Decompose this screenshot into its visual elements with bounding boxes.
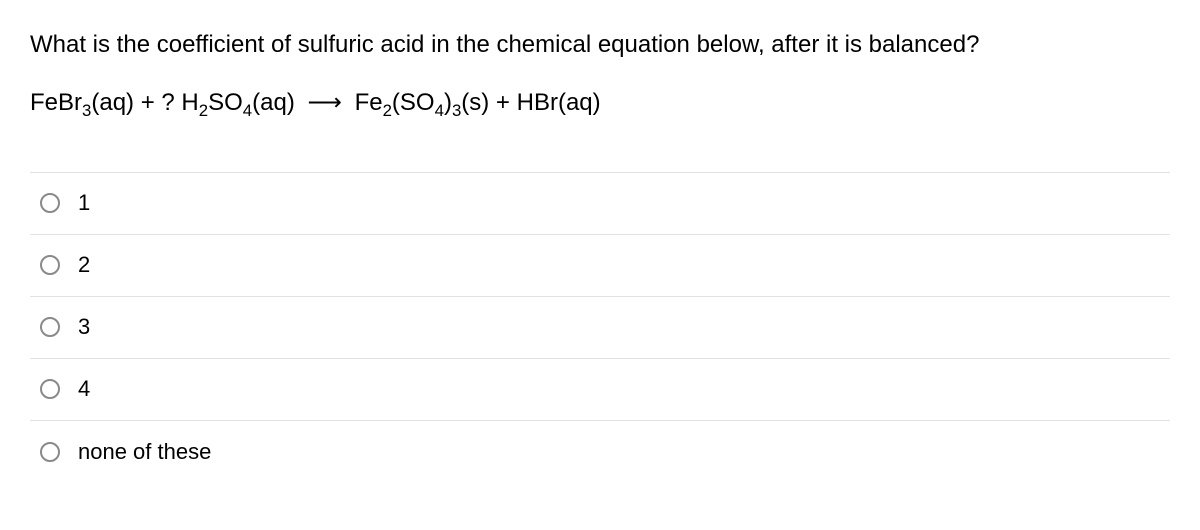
r2-mid: SO <box>208 89 243 116</box>
radio-icon[interactable] <box>40 193 60 213</box>
r2-sub2: 4 <box>243 100 252 119</box>
p1-sub2: 4 <box>435 100 444 119</box>
p1-base: Fe <box>355 89 383 116</box>
option-label: 2 <box>78 252 90 278</box>
p1-sub3: 3 <box>452 100 461 119</box>
reactant-1-base: FeBr <box>30 89 82 116</box>
reactant-1-sub: 3 <box>82 100 91 119</box>
option-row[interactable]: 3 <box>30 297 1170 359</box>
option-label: 3 <box>78 314 90 340</box>
r2-state: (aq) <box>252 89 295 116</box>
radio-icon[interactable] <box>40 255 60 275</box>
p1-mid: (SO <box>392 89 435 116</box>
radio-icon[interactable] <box>40 379 60 399</box>
chemical-equation: FeBr3(aq) + ? H2SO4(aq) ⟶ Fe2(SO4)3(s) +… <box>30 86 1170 122</box>
option-row[interactable]: 1 <box>30 173 1170 235</box>
reaction-arrow: ⟶ <box>307 86 341 120</box>
plus-and-r2-start: + ? H <box>134 89 199 116</box>
p1-mid2: ) <box>444 89 452 116</box>
option-label: 1 <box>78 190 90 216</box>
reactant-1-state: (aq) <box>91 89 134 116</box>
question-prompt: What is the coefficient of sulfuric acid… <box>30 28 1170 62</box>
option-row[interactable]: 4 <box>30 359 1170 421</box>
option-row[interactable]: 2 <box>30 235 1170 297</box>
plus-and-p2: + HBr(aq) <box>489 89 600 116</box>
r2-sub1: 2 <box>199 100 208 119</box>
radio-icon[interactable] <box>40 317 60 337</box>
option-label: none of these <box>78 439 211 465</box>
option-row[interactable]: none of these <box>30 421 1170 483</box>
radio-icon[interactable] <box>40 442 60 462</box>
option-label: 4 <box>78 376 90 402</box>
p1-state: (s) <box>461 89 489 116</box>
options-list: 1 2 3 4 none of these <box>30 172 1170 483</box>
p1-sub1: 2 <box>383 100 392 119</box>
